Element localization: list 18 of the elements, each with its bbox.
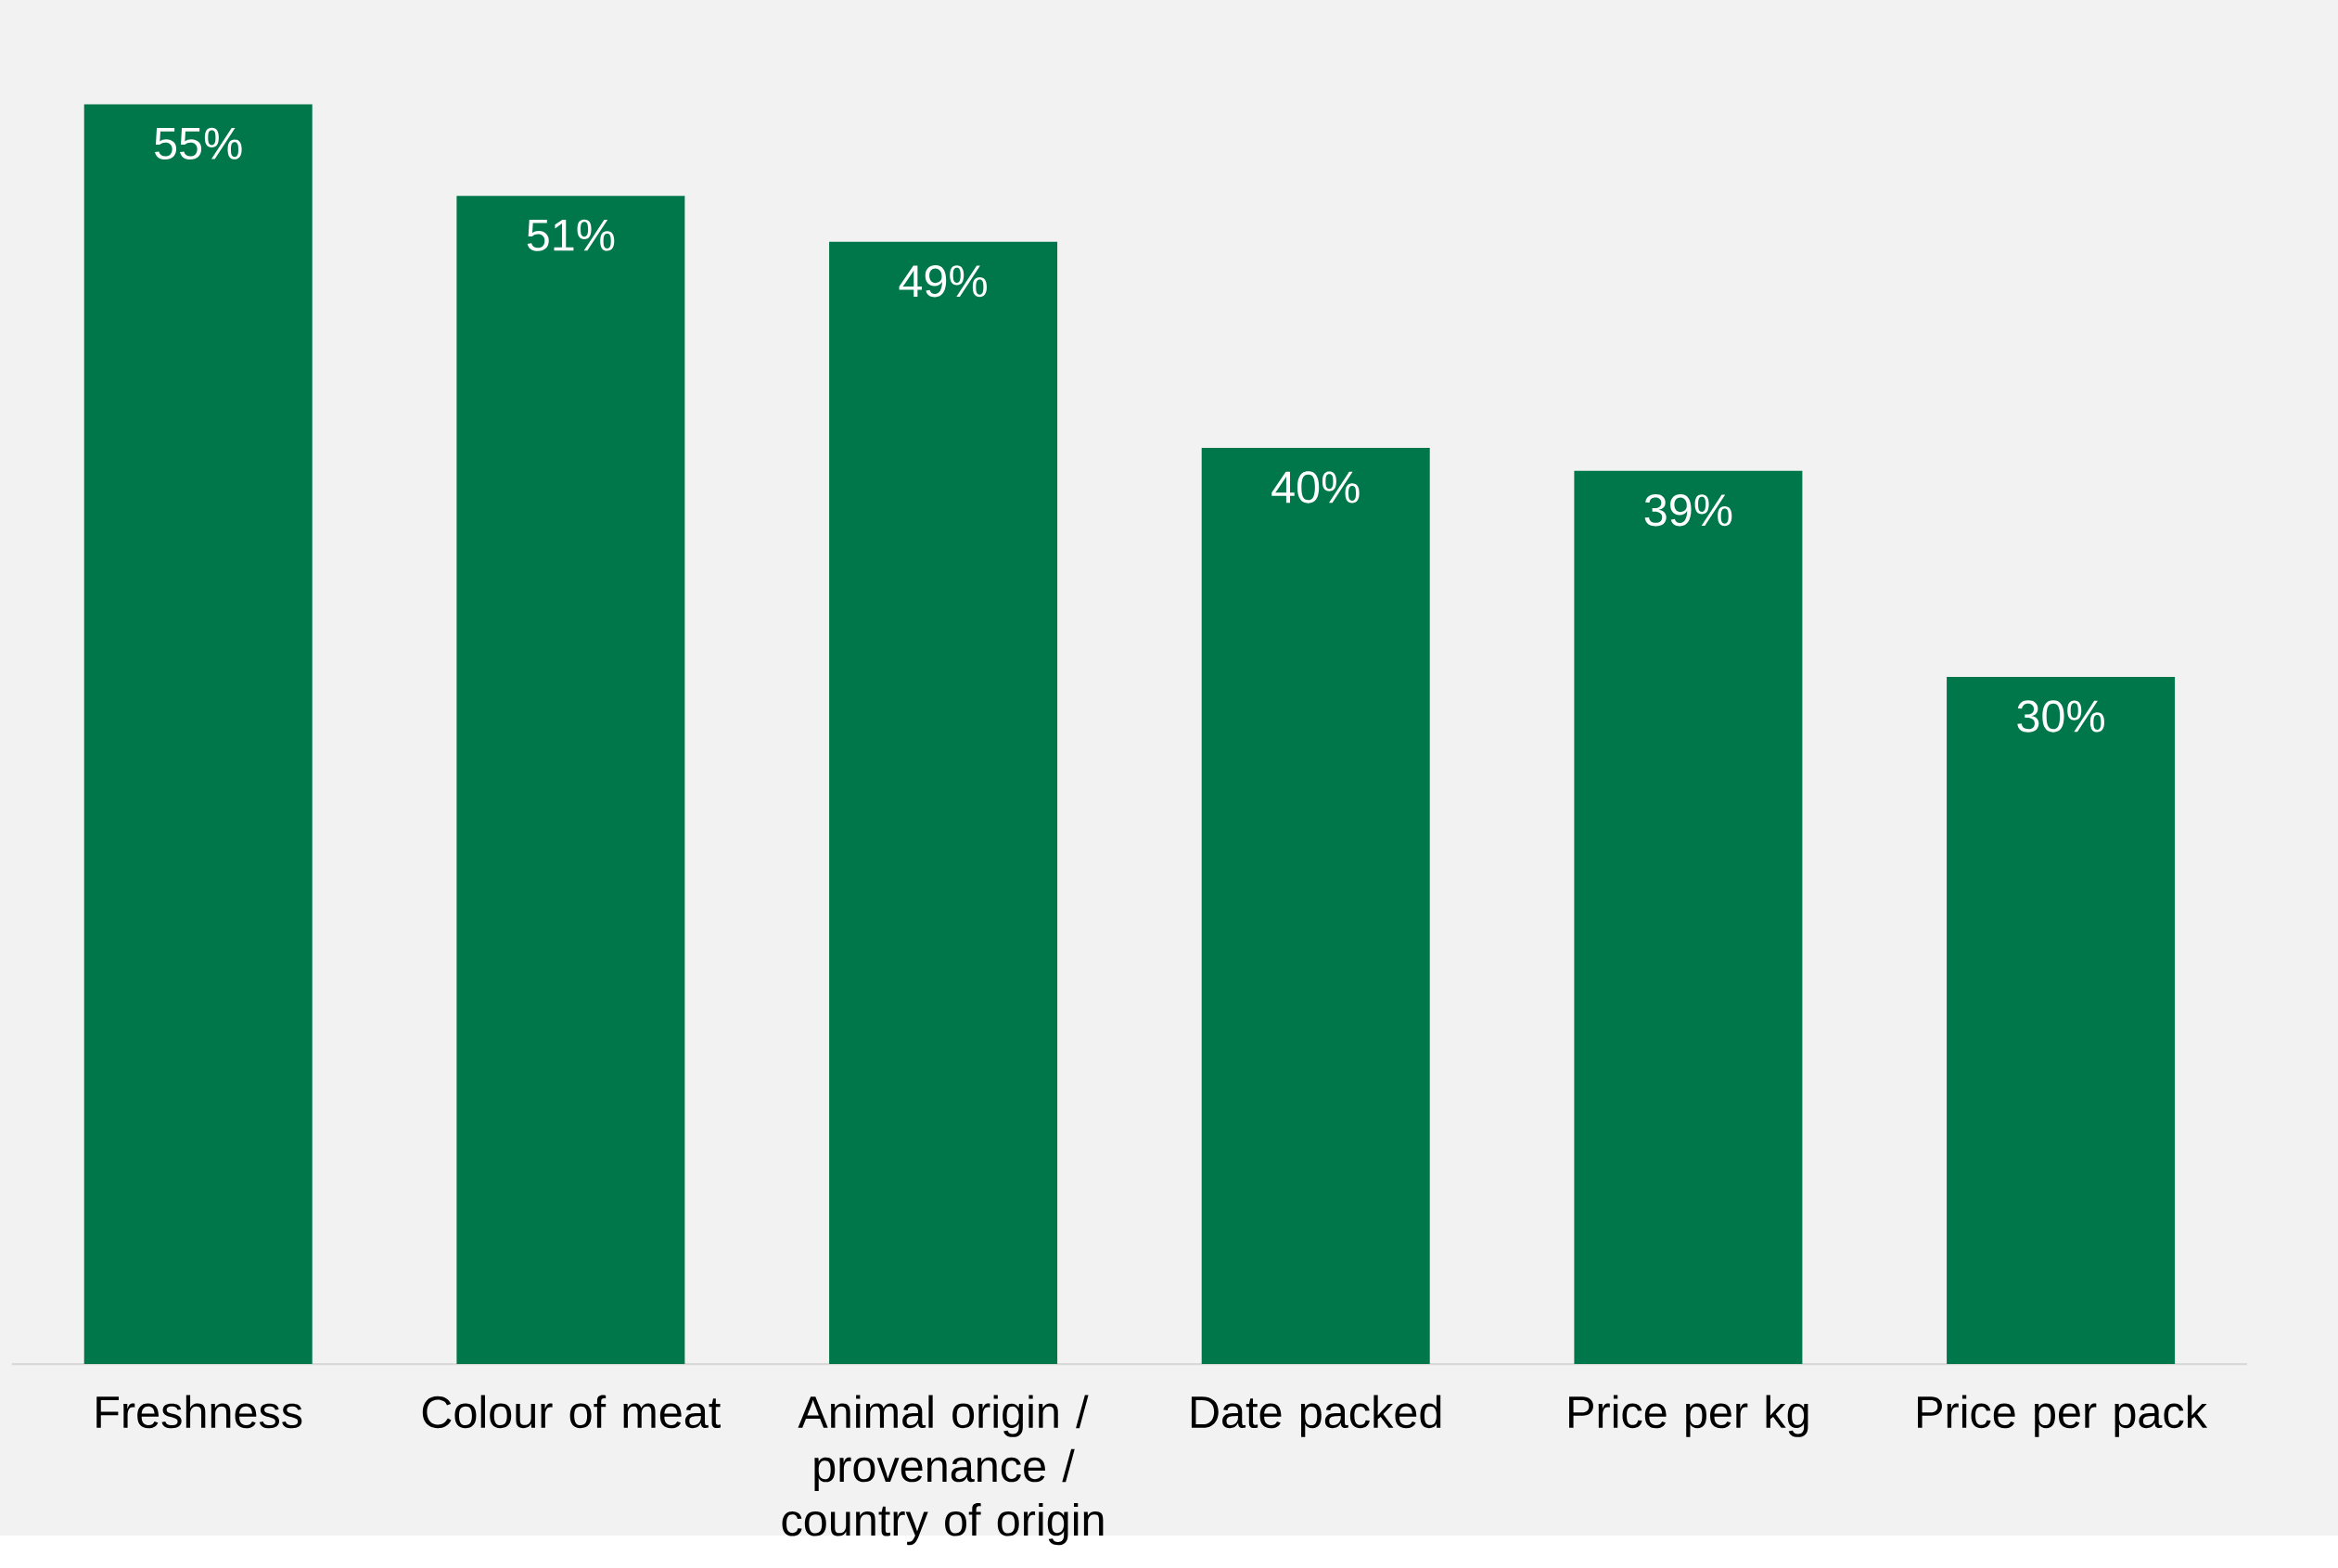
x-tick-label: Animal origin / provenance / country of origin	[782, 1395, 1104, 1546]
x-tick-label: Price per pack	[1918, 1395, 2208, 1437]
data-label: 39%	[1644, 493, 1732, 527]
data-label: 55%	[155, 127, 242, 159]
data-label: 49%	[899, 264, 987, 298]
bar	[1574, 470, 1803, 1364]
data-label: 40%	[1271, 471, 1360, 504]
bar	[1947, 676, 2176, 1364]
x-tick-label: Date packed	[1191, 1395, 1441, 1437]
x-tick-label: Freshness	[96, 1395, 302, 1428]
bar	[83, 104, 313, 1364]
data-label: 30%	[2017, 700, 2104, 733]
bar	[829, 241, 1058, 1364]
x-tick-label: Colour of meat	[422, 1395, 721, 1428]
data-label: 51%	[527, 219, 615, 251]
bar	[1201, 447, 1430, 1364]
bar	[456, 196, 685, 1364]
x-tick-label: Price per kg	[1569, 1395, 1808, 1437]
